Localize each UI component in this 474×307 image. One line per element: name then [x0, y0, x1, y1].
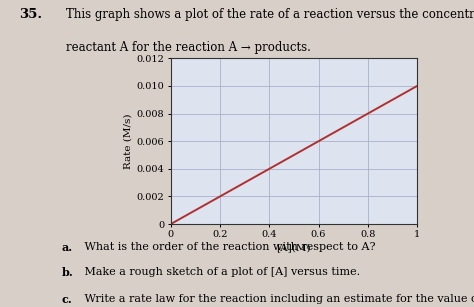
Text: c.: c.	[62, 294, 73, 305]
Text: a.: a.	[62, 242, 73, 253]
Text: reactant A for the reaction A → products.: reactant A for the reaction A → products…	[66, 41, 311, 54]
Text: 35.: 35.	[19, 8, 42, 21]
Text: b.: b.	[62, 267, 73, 278]
Y-axis label: Rate (M/s): Rate (M/s)	[123, 114, 132, 169]
X-axis label: [A](M): [A](M)	[276, 243, 311, 253]
Text: Write a rate law for the reaction including an estimate for the value of k.: Write a rate law for the reaction includ…	[81, 294, 474, 304]
Text: This graph shows a plot of the rate of a reaction versus the concentration of th: This graph shows a plot of the rate of a…	[66, 8, 474, 21]
Text: What is the order of the reaction with respect to A?: What is the order of the reaction with r…	[81, 242, 375, 251]
Text: Make a rough sketch of a plot of [A] versus time.: Make a rough sketch of a plot of [A] ver…	[81, 267, 360, 277]
